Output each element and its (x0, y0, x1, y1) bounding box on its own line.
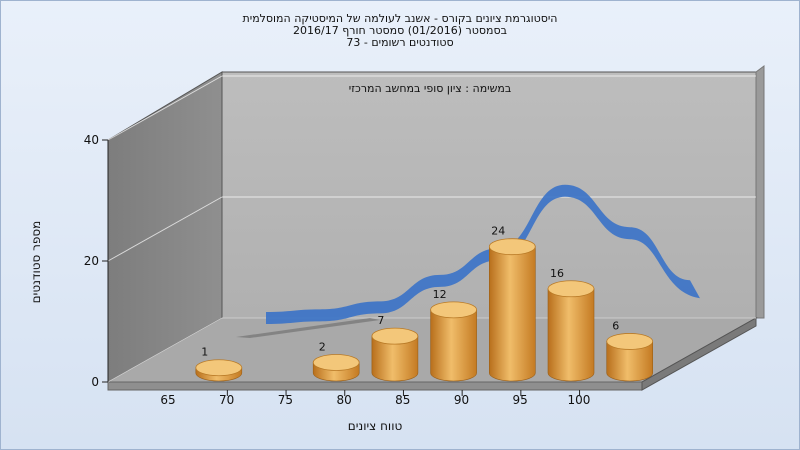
trend-shadow (236, 318, 380, 338)
bar: 2 (312, 340, 360, 382)
bar-top (195, 359, 243, 377)
bar-body (489, 246, 536, 382)
x-tick-label: 95 (513, 393, 528, 407)
bar-top (312, 354, 360, 371)
right-wall-edge (755, 65, 765, 319)
bar: 1 (195, 346, 243, 382)
x-tick-label: 65 (160, 393, 175, 407)
chart-subtitle: במשימה : ציון סופי במחשב המרכזי (349, 82, 512, 95)
bar-top (606, 333, 654, 350)
x-tick-label: 70 (219, 393, 234, 407)
y-tick-label: 0 (91, 375, 99, 389)
x-tick-label: 90 (454, 393, 469, 407)
x-tick-label: 80 (336, 393, 351, 407)
bar-body (547, 288, 595, 382)
y-tick-label: 40 (84, 133, 99, 147)
chart-title-line-2: בסמסטר (01/2016) סמסטר חורף 2016/17 (293, 24, 507, 37)
bar-top (547, 280, 595, 298)
y-tick-label: 20 (84, 254, 99, 268)
bar: 12 (430, 288, 478, 382)
bar-value-label: 1 (201, 346, 208, 359)
x-tick-label: 85 (395, 393, 410, 407)
bar-body (606, 341, 653, 382)
bar-top (488, 238, 536, 256)
bar-value-label: 24 (491, 225, 505, 238)
gridline-side (107, 317, 223, 383)
trend-ribbon (236, 184, 700, 338)
chart-title-line-1: היסטוגרמת ציונים בקורס - אשנב לעולמה של … (242, 12, 558, 25)
bar-top (371, 327, 419, 345)
bar-top (430, 301, 478, 319)
x-axis-label: טווח ציונים (348, 419, 403, 433)
chart-title-line-3: סטודנטים רשומים - 73 (346, 36, 454, 49)
floor-front-edge (107, 381, 643, 391)
bar-value-label: 7 (377, 314, 384, 327)
x-tick-label: 75 (278, 393, 293, 407)
bar-value-label: 6 (612, 319, 619, 332)
bar-value-label: 12 (433, 288, 447, 301)
bar-body (371, 335, 419, 382)
bar: 7 (371, 314, 419, 382)
floor-right-edge (641, 317, 757, 391)
bar-value-label: 2 (319, 340, 326, 353)
gridline-side (107, 196, 223, 262)
bar-value-label: 16 (550, 267, 564, 280)
bar: 16 (547, 267, 595, 382)
trend-line (266, 184, 700, 324)
x-tick-label: 100 (567, 393, 590, 407)
bar: 24 (488, 225, 536, 382)
axes: 0 20 40 65 70 75 80 85 90 95 100 (84, 133, 591, 407)
bar: 6 (606, 319, 654, 382)
bar-body (430, 309, 477, 382)
y-axis-label: מספר סטודנטים (29, 221, 43, 304)
gridline-side (107, 75, 223, 141)
